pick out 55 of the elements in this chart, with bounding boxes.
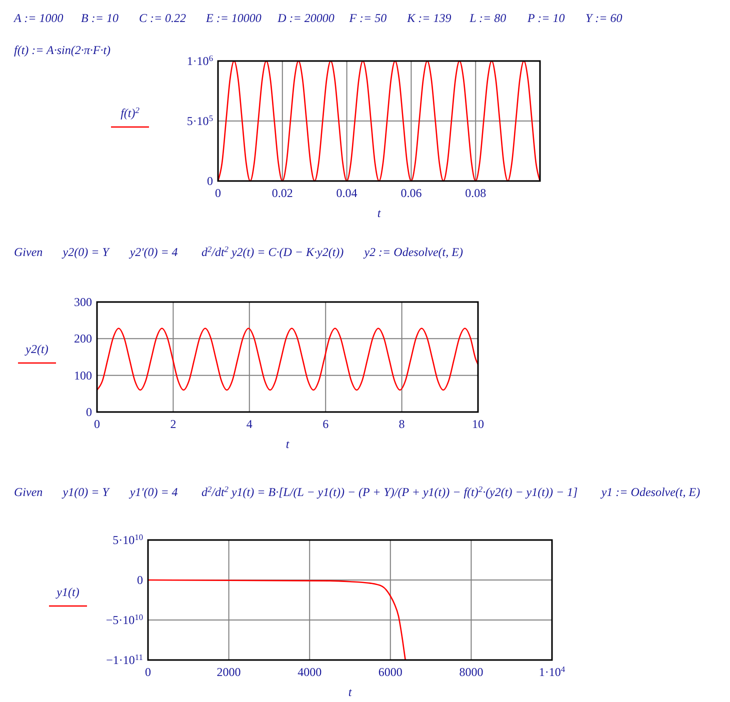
x-tick-label: 0.04 (336, 186, 358, 200)
text: F := 50 (348, 11, 387, 25)
x-tick-label: 2000 (216, 665, 241, 679)
y-axis-title: y2(t) (24, 342, 48, 356)
text: B := 10 (81, 11, 118, 25)
y-tick-label: −5·10$^{10}$ (106, 612, 143, 627)
y-tick-label: 300 (74, 295, 92, 309)
text: f(t) := A·sin(2·π·F·t) (14, 43, 111, 57)
x-tick-label: 4000 (298, 665, 322, 679)
x-axis-title: t (348, 685, 352, 699)
y-tick-label: 5·10$^{5}$ (186, 114, 213, 128)
text: K := 139 (406, 11, 452, 25)
text: y1(0) = Y (62, 485, 110, 499)
x-tick-label: 6 (322, 417, 329, 431)
line-series (96, 328, 479, 391)
text: P := 10 (526, 11, 565, 25)
y-tick-label: 200 (74, 332, 92, 346)
text: d$^{2}$/dt$^{2}$ y1(t) = B·[L/(L − y1(t)) − (P + Y)/(P + y1(t)) − f(t)$^{2}$·(y2(t) − y1(t)) − 1] (201, 484, 578, 499)
y-tick-label: 0 (86, 405, 92, 419)
text: y1'(0) = 4 (128, 485, 178, 499)
line-series (147, 579, 406, 661)
x-tick-label: 8000 (459, 665, 484, 679)
x-axis-title: t (377, 206, 382, 220)
x-tick-label: 10 (472, 417, 484, 431)
text: L := 80 (468, 11, 506, 25)
y-axis-title: y1(t) (56, 585, 80, 599)
y-tick-label: 100 (74, 368, 92, 382)
text: C := 0.22 (138, 11, 186, 25)
x-tick-label: 0.06 (400, 186, 422, 200)
text: y2'(0) = 4 (128, 245, 178, 259)
x-tick-label: 6000 (378, 665, 402, 679)
y-tick-label: 0 (207, 174, 213, 188)
x-tick-label: 0.08 (465, 186, 486, 200)
y-tick-label: 1·10$^{6}$ (186, 54, 213, 68)
text: E := 10000 (205, 11, 262, 25)
text: y1 := Odesolve(t, E) (600, 485, 700, 499)
y-tick-label: 0 (137, 573, 143, 587)
text: Given (14, 485, 43, 499)
text: A := 1000 (13, 11, 64, 25)
text: y2 := Odesolve(t, E) (363, 245, 463, 259)
x-tick-label: 1·10$^{4}$ (538, 664, 566, 679)
text: Given (14, 245, 43, 259)
x-tick-label: 8 (398, 417, 405, 431)
text: Y := 60 (585, 11, 622, 25)
x-tick-label: 4 (246, 417, 252, 431)
x-tick-label: 2 (170, 417, 176, 431)
y-tick-label: −1·10$^{11}$ (106, 652, 143, 667)
x-axis-title: t (286, 437, 290, 451)
x-tick-label: 0.02 (272, 186, 293, 200)
text: D := 20000 (276, 11, 334, 25)
text: d$^{2}$/dt$^{2}$ y2(t) = C·(D − K·y2(t)) (201, 244, 344, 259)
y-axis-title: f(t)$^{2}$ (120, 106, 140, 120)
line-series (217, 60, 541, 182)
y-tick-label: 5·10$^{10}$ (112, 532, 143, 547)
text: y2(0) = Y (62, 245, 110, 259)
